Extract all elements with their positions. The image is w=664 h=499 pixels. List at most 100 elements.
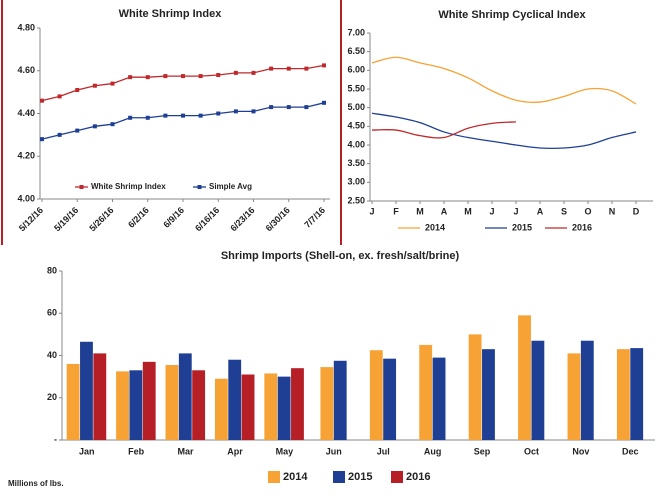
point-marker xyxy=(304,66,309,71)
point-marker xyxy=(233,70,238,75)
point-marker xyxy=(145,75,150,80)
x-tick-label: Jan xyxy=(79,446,95,456)
x-tick-label: Mar xyxy=(178,446,195,456)
legend-label: 2014 xyxy=(425,222,445,232)
x-tick-label: 7/7/16 xyxy=(302,205,327,230)
x-tick-label: Jun xyxy=(326,446,342,456)
y-tick-label: 7.00 xyxy=(347,27,365,37)
bar xyxy=(580,340,594,440)
point-marker xyxy=(216,73,221,78)
x-tick-label: 6/2/16 xyxy=(126,205,151,230)
point-marker xyxy=(40,98,44,103)
y-tick-label: 4.80 xyxy=(17,22,35,32)
x-tick-label: A xyxy=(537,206,544,216)
point-marker xyxy=(304,105,309,110)
point-marker xyxy=(198,113,203,118)
point-marker xyxy=(198,74,203,79)
bar xyxy=(320,367,334,440)
point-marker xyxy=(216,111,221,116)
legend-swatch xyxy=(391,471,403,483)
bar xyxy=(333,360,347,440)
x-tick-label: S xyxy=(561,206,567,216)
series-line xyxy=(41,102,325,140)
point-marker xyxy=(251,109,256,114)
x-tick-label: J xyxy=(369,206,374,216)
y-tick-label: 60 xyxy=(47,308,57,318)
x-tick-label: Oct xyxy=(524,446,539,456)
y-tick-label: 4.40 xyxy=(17,108,35,118)
y-tick-label: 4.00 xyxy=(347,139,365,149)
y-tick-label: 6.00 xyxy=(347,65,365,75)
bar xyxy=(630,348,644,440)
x-tick-label: 6/30/16 xyxy=(264,205,292,233)
point-marker xyxy=(269,105,274,110)
y-tick-label: 4.20 xyxy=(17,151,35,161)
point-marker xyxy=(57,132,62,137)
point-marker xyxy=(110,122,115,127)
x-tick-label: O xyxy=(584,206,591,216)
y-tick-label: 20 xyxy=(47,392,57,402)
bar xyxy=(165,365,179,440)
y-tick-label: 5.00 xyxy=(347,102,365,112)
bar xyxy=(264,373,278,440)
series-line xyxy=(371,56,637,105)
x-tick-label: F xyxy=(393,206,399,216)
chart-title: White Shrimp Cyclical Index xyxy=(438,9,586,21)
legend-label: 2015 xyxy=(512,222,532,232)
y-tick-label: - xyxy=(54,434,57,444)
point-marker xyxy=(163,74,168,79)
series-line xyxy=(41,64,325,102)
x-tick-label: M xyxy=(416,206,424,216)
legend-label: 2016 xyxy=(572,222,592,232)
point-marker xyxy=(181,113,185,118)
x-tick-label: Nov xyxy=(572,446,589,456)
y-tick-label: 3.00 xyxy=(347,177,365,187)
bar xyxy=(178,353,192,440)
y-tick-label: 4.50 xyxy=(347,121,365,131)
x-tick-label: 6/9/16 xyxy=(161,205,186,230)
x-tick-label: J xyxy=(513,206,518,216)
x-tick-label: Aug xyxy=(424,446,442,456)
legend-marker xyxy=(197,185,202,189)
bar xyxy=(419,344,433,440)
x-tick-label: D xyxy=(633,206,640,216)
bar xyxy=(369,350,383,440)
x-tick-label: M xyxy=(464,206,472,216)
y-tick-label: 6.50 xyxy=(347,46,365,56)
point-marker xyxy=(251,70,256,75)
chart-title: White Shrimp Index xyxy=(119,8,223,20)
x-tick-label: Jul xyxy=(377,446,390,456)
bar xyxy=(291,368,304,440)
point-marker xyxy=(322,100,326,105)
point-marker xyxy=(145,115,150,120)
bar xyxy=(567,353,581,440)
point-marker xyxy=(286,105,291,110)
series-line xyxy=(371,121,517,139)
bar xyxy=(66,363,80,440)
legend-label: 2014 xyxy=(283,471,308,483)
y-tick-label: 5.50 xyxy=(347,83,365,93)
y-tick-label: 4.60 xyxy=(17,65,35,75)
legend-label: White Shrimp Index xyxy=(91,182,166,191)
point-marker xyxy=(322,63,326,68)
x-tick-label: 5/12/16 xyxy=(17,205,45,233)
point-marker xyxy=(269,66,274,71)
y-tick-label: 2.50 xyxy=(347,195,365,205)
x-tick-label: Feb xyxy=(128,446,145,456)
y-tick-label: 3.50 xyxy=(347,158,365,168)
y-tick-label: 40 xyxy=(47,350,57,360)
y-axis-label: Millions of lbs. xyxy=(8,479,64,488)
x-tick-label: N xyxy=(609,206,616,216)
x-tick-label: J xyxy=(489,206,494,216)
bar xyxy=(192,370,206,440)
x-tick-label: 5/26/16 xyxy=(87,205,115,233)
legend-label: 2016 xyxy=(406,471,430,483)
point-marker xyxy=(75,128,80,133)
bar xyxy=(116,371,129,440)
point-marker xyxy=(110,81,115,86)
x-tick-label: 5/19/16 xyxy=(52,205,80,233)
bar xyxy=(80,341,93,440)
bar xyxy=(241,374,255,440)
